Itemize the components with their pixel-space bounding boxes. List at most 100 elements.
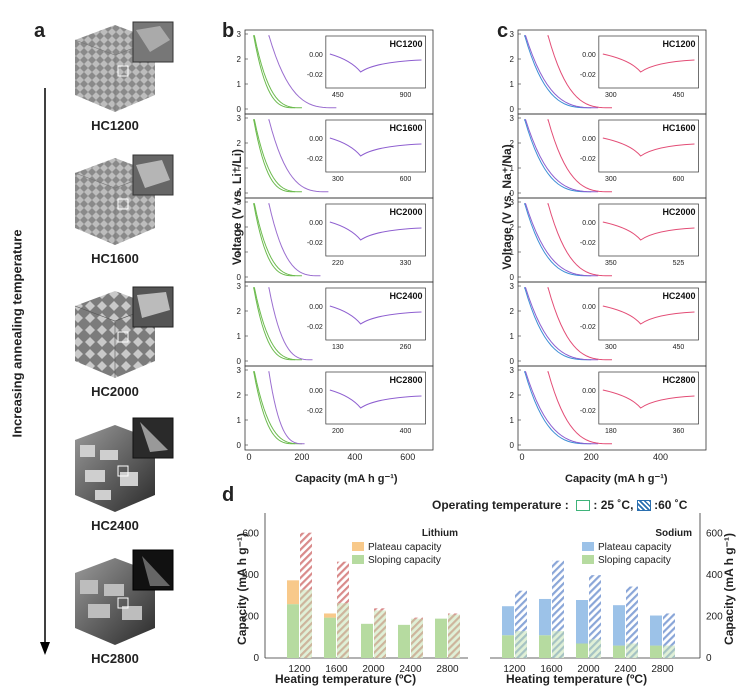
sodium-plateau-25c-bar: [539, 598, 551, 636]
panel_c-inset-y-tick: 0.00: [582, 220, 596, 227]
panel_c-inset-y-tick: 0.00: [582, 52, 596, 59]
panel_b-inset-frame: [325, 35, 426, 89]
sodium-sloping-25c-bar: [613, 645, 625, 658]
sodium-plateau-60c-bar: [552, 560, 564, 632]
panel_c-y-tick: 3: [510, 366, 515, 375]
panel_b-profile-curve: [268, 35, 337, 109]
lithium-sloping-25c-bar: [287, 604, 299, 658]
panel_b-subplot-frame: [244, 365, 434, 451]
panel_c-y-tick: 2: [510, 139, 515, 148]
panel_c-y-tick: 0: [510, 105, 515, 114]
legend-25c-swatch: [576, 500, 591, 512]
lithium-x-tick: 1200: [288, 664, 311, 675]
panel_b-y-tick: 2: [237, 55, 242, 64]
right-y-tick: 0: [706, 653, 712, 664]
panel_b-inset-title: HC2800: [389, 375, 422, 385]
panel_b-inset-y-tick: -0.02: [307, 324, 323, 331]
hc2000-image: [74, 286, 174, 378]
panel_b-y-tick: 0: [237, 189, 242, 198]
sodium-plateau-25c-bar: [502, 606, 514, 636]
lithium-plateau-25c-bar: [287, 580, 299, 605]
right-y-tick: 400: [706, 570, 723, 581]
panel_b-inset-title: HC1600: [389, 123, 422, 133]
panel_b-inset-y-tick: 0.00: [309, 52, 323, 59]
panel_b-inset-frame: [325, 203, 426, 257]
lithium-sloping-25c-bar: [435, 618, 447, 658]
panel_b-profile-curve: [268, 371, 305, 445]
panel_b-inset-y-tick: 0.00: [309, 220, 323, 227]
panel_b-inset-y-tick: 0.00: [309, 388, 323, 395]
panel_b-y-tick: 0: [237, 105, 242, 114]
panel_c-inset-curve: [602, 53, 695, 73]
panel_c-inset-x-tick: 300: [605, 176, 617, 183]
panel-d-lithium-xlabel: Heating temperature (ºC): [275, 672, 417, 686]
lithium-sloping-swatch: [352, 555, 364, 564]
panel_c-y-tick: 1: [510, 332, 515, 341]
sodium-sloping-60c-hatch: [626, 643, 638, 658]
panel_b-inset-x-tick: 900: [400, 92, 412, 99]
lithium-plateau-60c-bar: [374, 608, 386, 611]
panel_c-profile-curve: [524, 287, 592, 361]
panel-d-letter: d: [222, 484, 235, 506]
panel_c-inset-x-tick: 450: [673, 344, 685, 351]
hc2800-label: HC2800: [91, 651, 139, 666]
panel_b-y-tick: 0: [237, 357, 242, 366]
hc2000-label: HC2000: [91, 384, 139, 399]
left-y-tick: 200: [242, 612, 259, 623]
panel_b-x-tick: 0: [246, 452, 251, 462]
panel_b-y-tick: 3: [237, 198, 242, 207]
panel_b-profile-curve: [253, 287, 302, 361]
panel_c-inset-y-tick: 0.00: [582, 136, 596, 143]
sodium-x-tick: 2000: [577, 664, 600, 675]
panel_b-y-tick: 2: [237, 391, 242, 400]
panel_b-profile-curve: [253, 203, 296, 277]
panel_c-y-tick: 2: [510, 391, 515, 400]
sodium-x-tick: 1600: [540, 664, 563, 675]
panel_c-inset-frame: [598, 371, 699, 425]
sodium-plateau-60c-bar: [626, 586, 638, 644]
panel_c-inset-x-tick: 180: [605, 428, 617, 435]
panel_c-inset-y-tick: -0.02: [580, 240, 596, 247]
sodium-sloping-60c-hatch: [552, 631, 564, 658]
panel_b-profile-curve: [253, 119, 302, 193]
lithium-x-tick: 2000: [362, 664, 385, 675]
panel_b-y-tick: 1: [237, 80, 242, 89]
panel_b-inset-y-tick: 0.00: [309, 304, 323, 311]
sodium-plateau-label: Plateau capacity: [598, 542, 671, 553]
panel_c-inset-curve: [602, 305, 695, 325]
panel_b-inset-frame: [325, 119, 426, 173]
panel_b-y-tick: 3: [237, 30, 242, 39]
panel_b-x-tick: 600: [400, 452, 415, 462]
panel_b-inset-x-tick: 260: [400, 344, 412, 351]
panel_b-y-tick: 3: [237, 114, 242, 123]
arrow-head-icon: [40, 642, 50, 655]
sodium-sloping-60c-hatch: [663, 645, 675, 658]
panel_c-y-tick: 1: [510, 164, 515, 173]
panel_c-profile-curve: [524, 371, 592, 445]
panel_c-inset-x-tick: 360: [673, 428, 685, 435]
panel_c-profile-curve: [547, 287, 613, 361]
lithium-plateau-60c-bar: [411, 617, 423, 619]
panel_b-y-tick: 1: [237, 332, 242, 341]
legend-60c-label: :60 ˚C: [654, 498, 688, 512]
lithium-plateau-25c-bar: [324, 613, 336, 618]
lithium-x-tick: 1600: [325, 664, 348, 675]
panel_b-inset-curve: [329, 389, 422, 409]
panel_c-y-tick: 2: [510, 55, 515, 64]
panel_c-inset-title: HC2000: [662, 207, 695, 217]
panel_c-inset-title: HC1200: [662, 39, 695, 49]
panel-d-sodium-xlabel: Heating temperature (ºC): [506, 672, 648, 686]
panel_c-y-tick: 0: [510, 273, 515, 282]
lithium-sloping-label: Sloping capacity: [368, 555, 441, 566]
right-y-tick: 600: [706, 529, 723, 540]
panel_c-profile-curve: [524, 119, 599, 193]
left-y-tick: 400: [242, 570, 259, 581]
panel_b-inset-y-tick: -0.02: [307, 240, 323, 247]
hc1200-label: HC1200: [91, 118, 139, 133]
panel_b-profile-curve: [253, 35, 302, 109]
panel_c-inset-y-tick: -0.02: [580, 324, 596, 331]
panel_c-inset-x-tick: 300: [605, 92, 617, 99]
panel_c-y-tick: 0: [510, 189, 515, 198]
sodium-sloping-25c-bar: [650, 645, 662, 658]
hc1600-label: HC1600: [91, 251, 139, 266]
